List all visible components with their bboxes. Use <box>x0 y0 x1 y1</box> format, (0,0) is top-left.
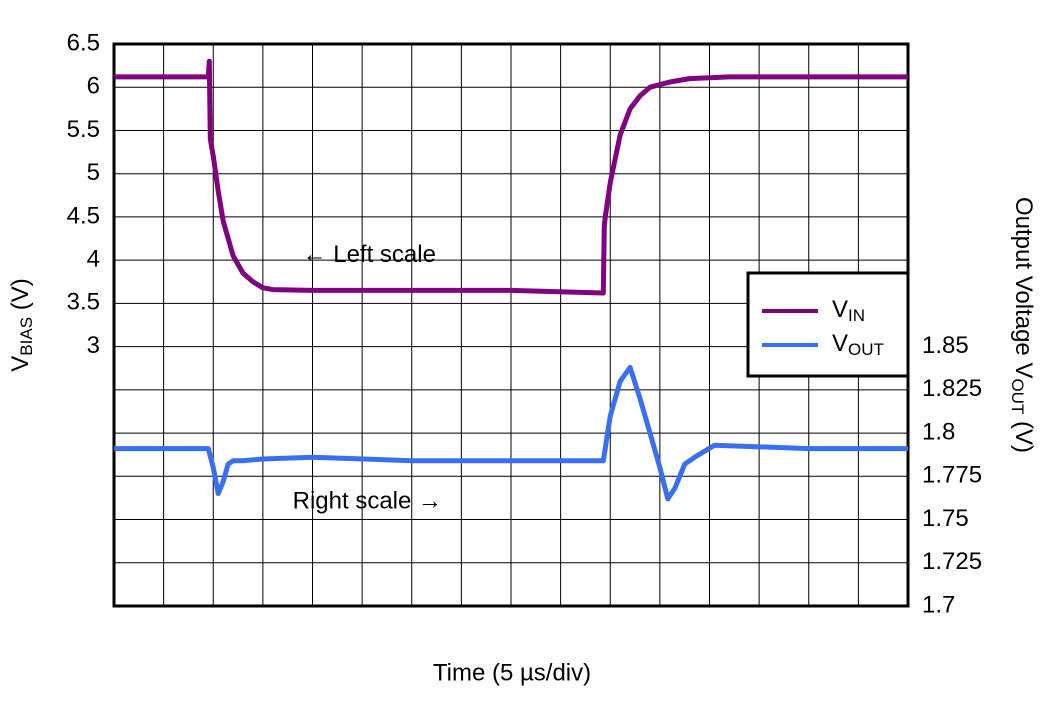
y2-tick-label: 1.85 <box>922 332 969 359</box>
y-tick-label: 3.5 <box>67 289 100 316</box>
series-line <box>114 58 908 296</box>
legend-box <box>746 271 910 378</box>
y-tick-label: 4.5 <box>67 202 100 229</box>
y-tick-label: 6 <box>87 73 100 100</box>
annotation: ← Left scale <box>303 241 436 268</box>
y-axis-label: VBIAS (V) <box>7 278 36 371</box>
legend-label: VOUT <box>832 330 884 359</box>
y2-axis-label: Output Voltage VOUT (V) <box>1008 197 1037 453</box>
y-tick-label: 5.5 <box>67 116 100 143</box>
y-tick-label: 5 <box>87 159 100 186</box>
y-tick-label: 6.5 <box>67 29 100 56</box>
y2-tick-label: 1.8 <box>922 418 955 445</box>
series-line <box>114 364 908 502</box>
y-tick-label: 3 <box>87 332 100 359</box>
y2-tick-label: 1.825 <box>922 375 982 402</box>
x-axis-label: Time (5 µs/div) <box>433 659 591 686</box>
annotation: Right scale → <box>293 488 442 515</box>
y2-tick-label: 1.725 <box>922 548 982 575</box>
y2-tick-label: 1.75 <box>922 505 969 532</box>
y2-tick-label: 1.7 <box>922 591 955 618</box>
legend-label: VIN <box>832 296 865 325</box>
y-tick-label: 4 <box>87 245 100 272</box>
y2-tick-label: 1.775 <box>922 462 982 489</box>
